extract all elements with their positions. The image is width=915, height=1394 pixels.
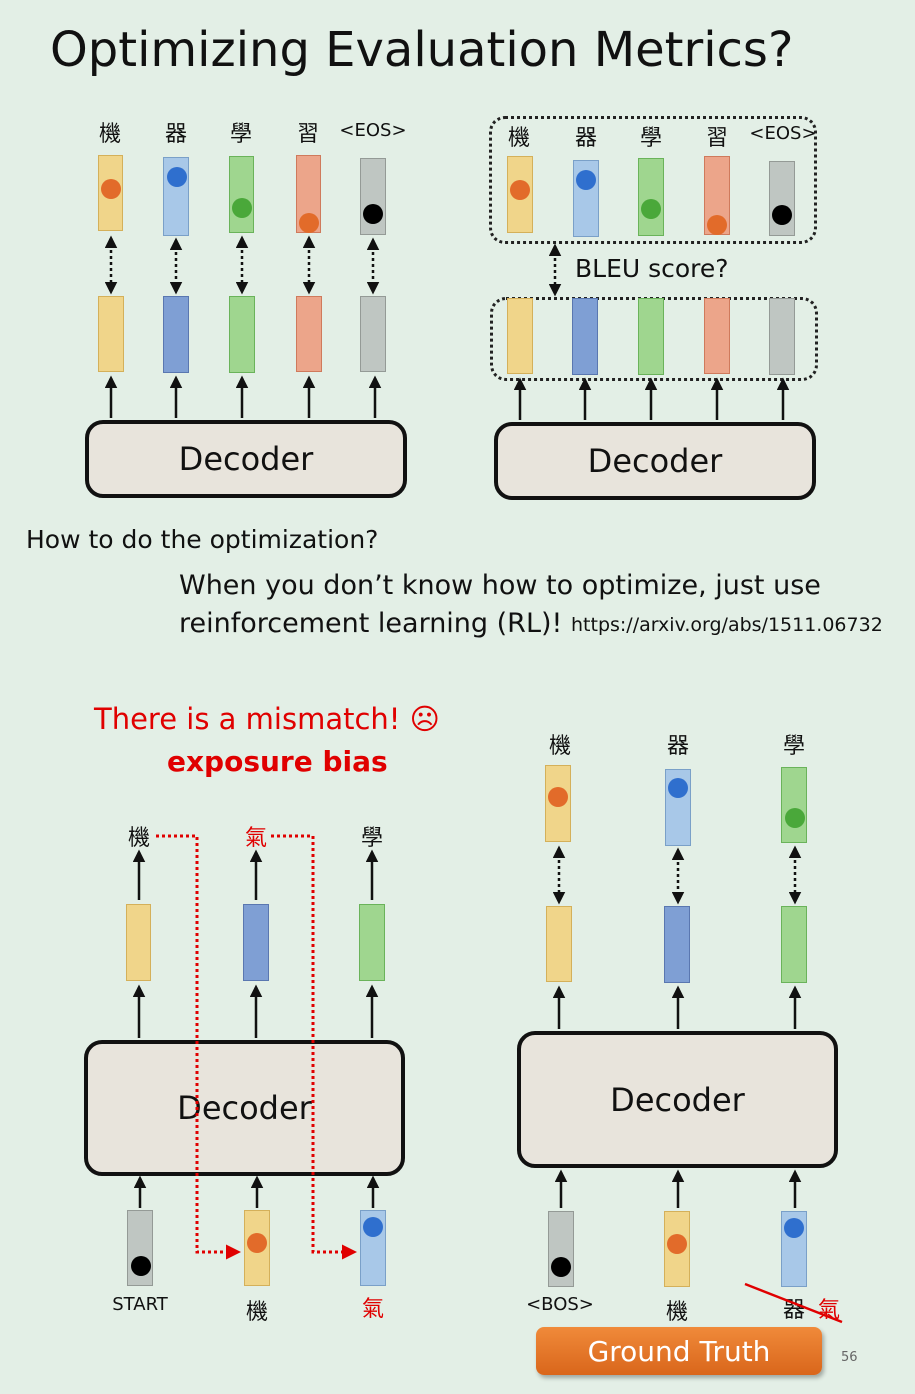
decoder-output-bar: [243, 904, 269, 981]
rl-line-2: reinforcement learning (RL)!: [179, 608, 563, 639]
decoder-output-bar: [163, 296, 189, 373]
sample-dot: [667, 1234, 687, 1254]
input-token: 機: [245, 1300, 268, 1325]
decoder-output-bar: [507, 298, 533, 374]
rl-line-1: When you don’t know how to optimize, jus…: [179, 570, 821, 601]
exposure-bias-label: exposure bias: [167, 745, 388, 778]
sample-dot: [232, 198, 252, 218]
reference-token: 器: [574, 126, 597, 151]
decoder-output-bar: [769, 298, 795, 375]
decoder-output-bar: [704, 298, 730, 374]
decoder-output-bar: [98, 296, 124, 372]
rejected-token: 氣: [817, 1298, 840, 1323]
distribution-bar: [781, 767, 807, 843]
decoder-output-bar: [546, 906, 572, 982]
output-token: 機: [98, 122, 121, 147]
reference-token: 習: [705, 126, 728, 151]
input-token: 氣: [361, 1297, 384, 1322]
output-token: 器: [164, 122, 187, 147]
feedback-arrows: [156, 834, 357, 1260]
strike-line: [744, 1282, 843, 1324]
sample-dot: [641, 199, 661, 219]
reference-sentence-box: [489, 116, 817, 244]
page-number: 56: [841, 1350, 858, 1365]
output-token: 器: [666, 734, 689, 759]
output-token: 學: [360, 826, 383, 851]
input-embedding-bar: [127, 1210, 153, 1286]
decoder-box: Decoder: [85, 420, 407, 498]
sample-dot: [668, 778, 688, 798]
reference-token: 機: [507, 126, 530, 151]
eos-token: <EOS>: [339, 120, 407, 141]
sample-dot: [167, 167, 187, 187]
page-title: Optimizing Evaluation Metrics?: [50, 22, 794, 78]
eos-token: <EOS>: [749, 123, 817, 144]
sample-dot: [576, 170, 596, 190]
comparison-arrows: [104, 235, 802, 905]
flow-arrows: [104, 375, 802, 1208]
decoder-box: Decoder: [517, 1031, 838, 1168]
arxiv-link[interactable]: https://arxiv.org/abs/1511.06732: [571, 614, 883, 636]
sample-dot: [707, 215, 727, 235]
output-token: 氣: [244, 826, 267, 851]
output-token: 學: [782, 734, 805, 759]
decoder-output-bar: [360, 296, 386, 372]
decoder-output-bar: [126, 904, 151, 981]
sample-dot: [784, 1218, 804, 1238]
decoder-label: Decoder: [177, 1089, 312, 1127]
sample-dot: [363, 1217, 383, 1237]
sample-dot: [247, 1233, 267, 1253]
decoder-output-bar: [664, 906, 690, 983]
mismatch-heading: There is a mismatch! ☹: [94, 702, 440, 736]
ground-truth-button: Ground Truth: [536, 1327, 822, 1375]
sample-dot: [548, 787, 568, 807]
distribution-bar: [229, 156, 254, 233]
sample-dot: [772, 205, 792, 225]
bos-token: <BOS>: [526, 1294, 594, 1315]
decoder-output-bar: [572, 298, 598, 375]
optimization-question: How to do the optimization?: [26, 525, 379, 554]
decoder-output-bar: [229, 296, 255, 373]
decoder-output-bar: [359, 904, 385, 981]
output-token: 學: [229, 122, 252, 147]
output-token: 機: [127, 826, 150, 851]
decoder-box: Decoder: [494, 422, 816, 500]
decoder-output-bar: [296, 296, 322, 372]
sample-dot: [510, 180, 530, 200]
decoder-output-bar: [638, 298, 664, 375]
sample-dot: [363, 204, 383, 224]
output-token: 機: [548, 734, 571, 759]
reference-token: 學: [639, 126, 662, 151]
start-token: START: [112, 1294, 168, 1315]
sample-dot: [299, 213, 319, 233]
sample-dot: [551, 1257, 571, 1277]
decoder-box: Decoder: [84, 1040, 405, 1176]
sample-dot: [131, 1256, 151, 1276]
input-token: 機: [665, 1300, 688, 1325]
sample-dot: [101, 179, 121, 199]
sample-dot: [785, 808, 805, 828]
bleu-score-label: BLEU score?: [575, 254, 729, 283]
distribution-bar: [638, 158, 664, 236]
decoder-output-bar: [781, 906, 807, 983]
output-token: 習: [296, 122, 319, 147]
